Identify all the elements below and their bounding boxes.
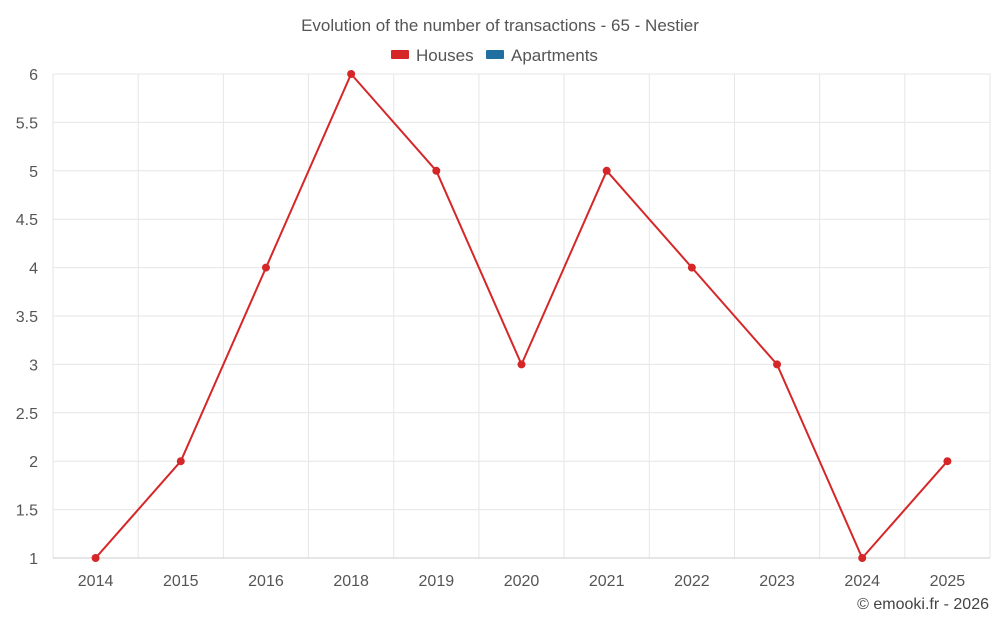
data-point[interactable] bbox=[91, 554, 100, 562]
y-tick-label: 4 bbox=[29, 261, 38, 278]
legend-item-apartments[interactable]: Apartments bbox=[486, 46, 598, 65]
data-point[interactable] bbox=[602, 166, 611, 175]
data-point[interactable] bbox=[687, 263, 696, 272]
data-point[interactable] bbox=[773, 360, 782, 369]
data-point[interactable] bbox=[432, 166, 441, 175]
y-tick-label: 5.5 bbox=[16, 115, 38, 132]
legend-label-apartments: Apartments bbox=[511, 46, 598, 65]
chart-title: Evolution of the number of transactions … bbox=[301, 16, 699, 35]
x-tick-label: 2022 bbox=[674, 573, 710, 590]
data-point[interactable] bbox=[943, 457, 952, 466]
x-tick-label: 2016 bbox=[248, 573, 284, 590]
x-tick-label: 2014 bbox=[78, 573, 114, 590]
data-point[interactable] bbox=[858, 554, 867, 562]
y-tick-label: 3.5 bbox=[16, 309, 38, 326]
x-tick-label: 2021 bbox=[589, 573, 625, 590]
data-point[interactable] bbox=[347, 70, 356, 78]
y-tick-label: 3 bbox=[29, 357, 38, 374]
data-point[interactable] bbox=[261, 263, 270, 272]
y-tick-label: 1 bbox=[29, 551, 38, 568]
legend-swatch-houses bbox=[391, 50, 409, 59]
grid bbox=[52, 73, 991, 558]
y-axis: 1 1.5 2 2.5 3 3.5 4 4.5 5 5.5 6 bbox=[16, 67, 38, 568]
legend-item-houses[interactable]: Houses bbox=[391, 46, 474, 65]
series-houses bbox=[91, 70, 952, 562]
x-tick-label: 2024 bbox=[844, 573, 880, 590]
x-tick-label: 2018 bbox=[333, 573, 369, 590]
y-tick-label: 5 bbox=[29, 164, 38, 181]
y-tick-label: 2.5 bbox=[16, 406, 38, 423]
legend: Houses Apartments bbox=[391, 46, 598, 65]
x-tick-label: 2020 bbox=[504, 573, 540, 590]
y-tick-label: 6 bbox=[29, 67, 38, 84]
legend-label-houses: Houses bbox=[416, 46, 474, 65]
x-axis: 2014 2015 2016 2018 2019 2020 2021 2022 2023 2024… bbox=[53, 557, 990, 590]
y-tick-label: 4.5 bbox=[16, 212, 38, 229]
y-tick-label: 2 bbox=[29, 454, 38, 471]
x-tick-label: 2015 bbox=[163, 573, 199, 590]
x-tick-label: 2023 bbox=[759, 573, 795, 590]
x-tick-label: 2019 bbox=[419, 573, 455, 590]
x-tick-label: 2025 bbox=[930, 573, 966, 590]
data-point[interactable] bbox=[176, 457, 185, 466]
credit-text: © emooki.fr - 2026 bbox=[857, 596, 989, 613]
legend-swatch-apartments bbox=[486, 50, 504, 59]
data-point[interactable] bbox=[517, 360, 526, 369]
y-tick-label: 1.5 bbox=[16, 503, 38, 520]
